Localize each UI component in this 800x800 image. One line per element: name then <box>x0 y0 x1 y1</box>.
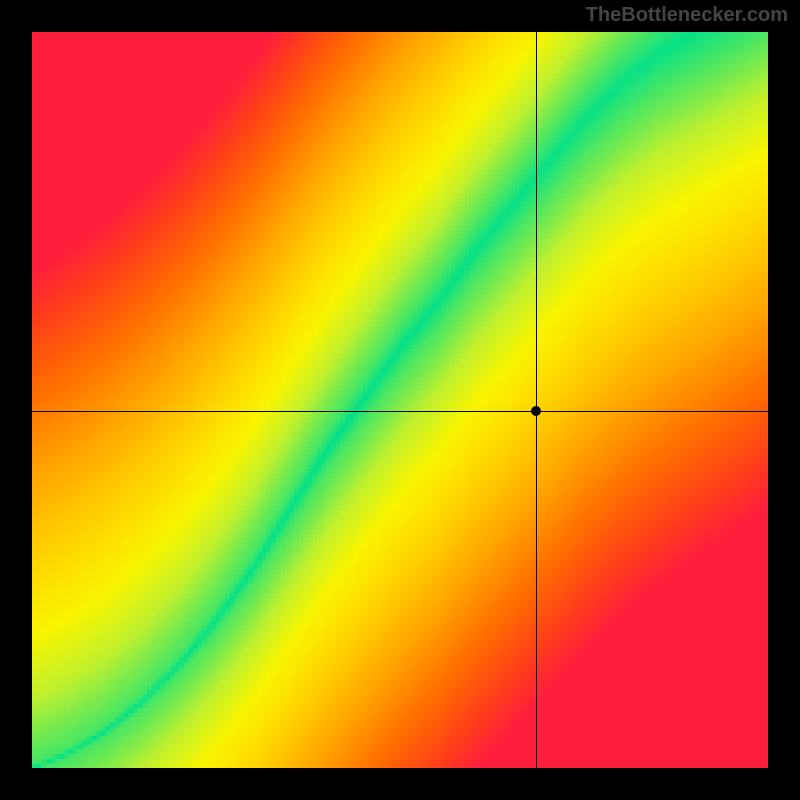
marker-dot <box>531 406 541 416</box>
watermark-text: TheBottlenecker.com <box>586 4 788 27</box>
heatmap-canvas <box>32 32 768 768</box>
heatmap-plot <box>32 32 768 768</box>
crosshair-horizontal <box>32 411 768 412</box>
crosshair-vertical <box>536 32 537 768</box>
